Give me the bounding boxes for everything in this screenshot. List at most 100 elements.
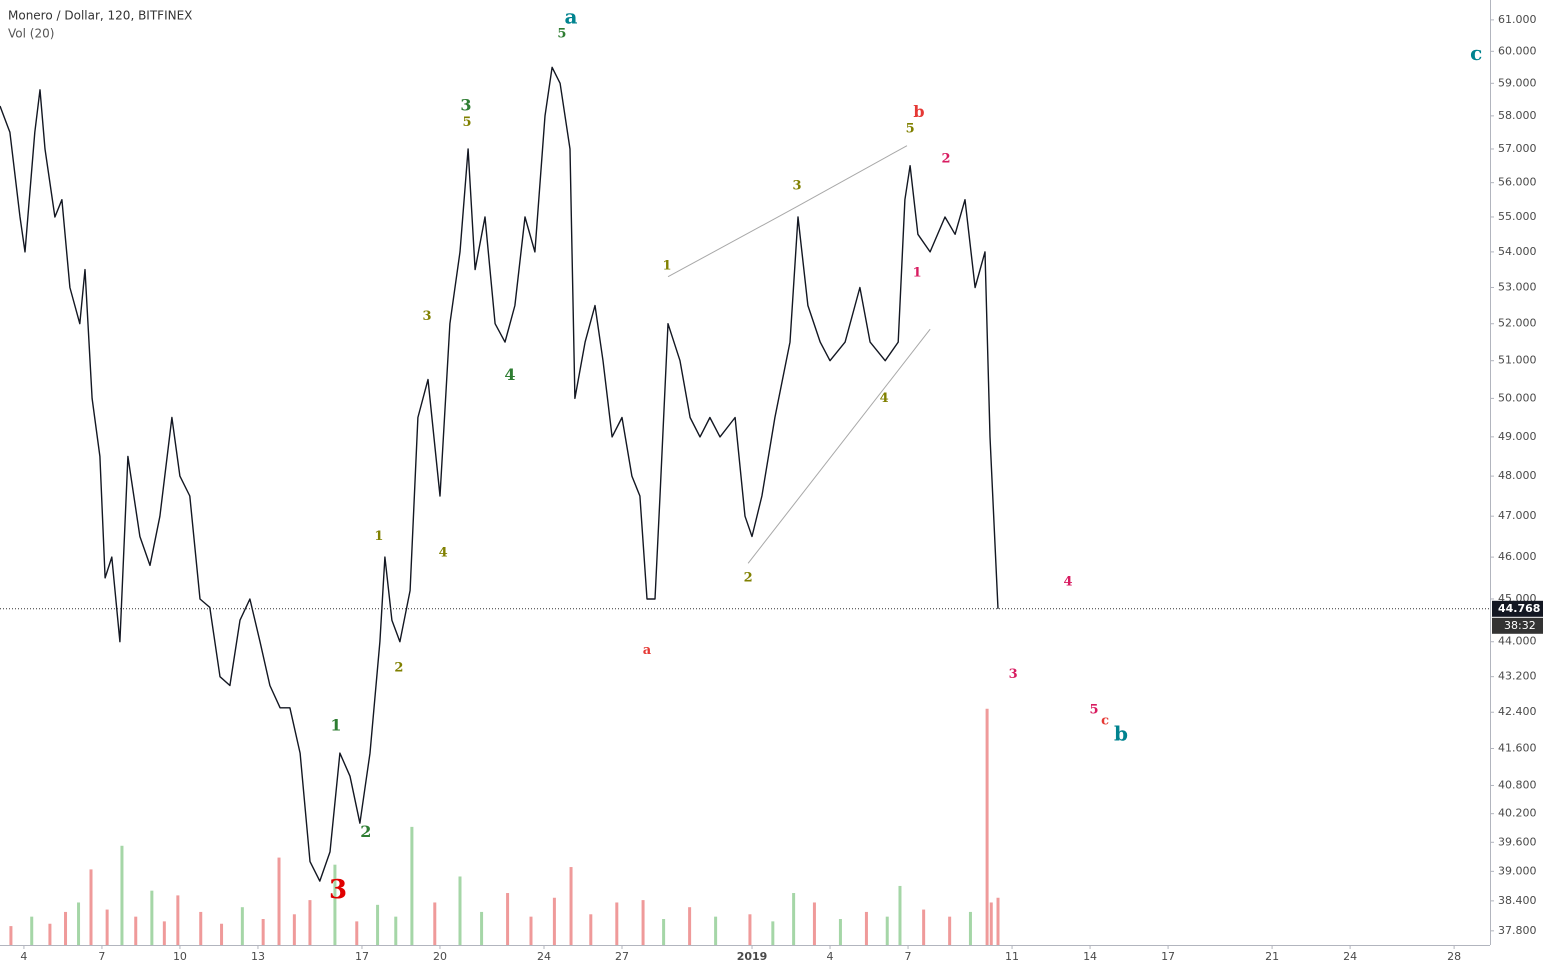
y-tick-label: 39.000	[1498, 864, 1537, 877]
x-tick-label: 24	[537, 950, 551, 963]
x-tick-label: 2019	[737, 950, 768, 963]
volume-bar	[529, 916, 533, 945]
wave-label: b	[913, 102, 924, 121]
volume-bar	[569, 867, 573, 945]
wave-label: c	[1470, 41, 1482, 65]
x-tick-label: 11	[1005, 950, 1019, 963]
x-tick-label: 14	[1083, 950, 1097, 963]
wave-label: 4	[1063, 575, 1072, 590]
wave-label: 3	[329, 875, 347, 905]
price-line	[0, 66, 999, 882]
wave-label: 4	[439, 545, 448, 560]
volume-bar	[480, 911, 484, 945]
y-tick-label: 47.000	[1498, 509, 1537, 522]
volume-bar	[394, 916, 398, 945]
wave-label: 1	[662, 259, 671, 274]
volume-bar	[292, 914, 296, 945]
volume-bar	[199, 911, 203, 945]
y-tick-label: 59.000	[1498, 76, 1537, 89]
wave-label: 4	[880, 391, 889, 406]
volume-bar	[641, 900, 645, 945]
volume-bar	[261, 919, 265, 945]
volume-bar	[277, 857, 281, 945]
y-tick-label: 61.000	[1498, 13, 1537, 26]
y-tick-label: 54.000	[1498, 245, 1537, 258]
wave-label: a	[643, 643, 652, 658]
volume-bar	[48, 923, 52, 945]
volume-bar	[922, 909, 926, 945]
x-tick-label: 17	[1161, 950, 1175, 963]
wave-label: 1	[913, 266, 922, 281]
volume-bar	[838, 919, 842, 945]
wave-label: 1	[330, 715, 341, 734]
volume-bar	[176, 895, 180, 945]
wave-label: 3	[460, 96, 471, 115]
x-tick-label: 4	[827, 950, 834, 963]
countdown-box	[1492, 617, 1543, 634]
wave-label: 2	[941, 152, 950, 167]
wave-label: 2	[744, 570, 753, 585]
wave-label: 5	[1089, 702, 1098, 717]
wave-label: 5	[557, 26, 566, 41]
x-tick-label: 10	[173, 950, 187, 963]
trendline	[747, 328, 931, 564]
y-tick-label: 60.000	[1498, 44, 1537, 57]
x-tick-label: 17	[355, 950, 369, 963]
wave-label: 3	[792, 179, 801, 194]
volume-bar	[162, 921, 166, 945]
y-tick-label: 37.800	[1498, 924, 1537, 937]
volume-bar	[134, 916, 138, 945]
x-tick-label: 4	[20, 950, 27, 963]
volume-bar	[240, 907, 244, 945]
wave-label: 2	[394, 660, 403, 675]
x-tick-label: 7	[98, 950, 105, 963]
volume-bar	[105, 909, 109, 945]
volume-bar	[885, 916, 889, 945]
volume-bar	[410, 826, 414, 945]
volume-bar	[996, 897, 1000, 945]
wave-label: 5	[906, 122, 915, 137]
volume-bar	[771, 921, 775, 945]
volume-bar	[333, 864, 337, 945]
y-tick-label: 48.000	[1498, 469, 1537, 482]
y-tick-label: 44.000	[1498, 635, 1537, 648]
y-tick-label: 57.000	[1498, 142, 1537, 155]
y-tick-label: 56.000	[1498, 176, 1537, 189]
volume-bar	[30, 916, 34, 945]
y-tick-label: 50.000	[1498, 391, 1537, 404]
volume-bar	[714, 916, 718, 945]
y-tick-label: 42.400	[1498, 705, 1537, 718]
x-tick-label: 20	[433, 950, 447, 963]
volume-bar	[688, 907, 692, 945]
volume-bar	[812, 902, 816, 945]
volume-bar	[989, 902, 993, 945]
volume-bar	[120, 845, 124, 945]
x-tick-label: 7	[905, 950, 912, 963]
x-tick-label: 13	[251, 950, 265, 963]
volume-bar	[589, 914, 593, 945]
volume-bar	[433, 902, 437, 945]
volume-bar	[150, 890, 154, 945]
y-tick-label: 38.400	[1498, 894, 1537, 907]
volume-bar	[355, 921, 359, 945]
wave-label: c	[1101, 714, 1109, 729]
trendline	[667, 145, 908, 278]
wave-label: b	[1114, 721, 1128, 745]
chart-title: Monero / Dollar, 120, BITFINEX	[8, 9, 192, 23]
volume-bar	[458, 876, 462, 945]
wave-label: a	[565, 4, 578, 28]
x-tick-label: 21	[1265, 950, 1279, 963]
y-tick-label: 39.600	[1498, 835, 1537, 848]
y-tick-label: 49.000	[1498, 430, 1537, 443]
y-tick-label: 40.200	[1498, 807, 1537, 820]
y-tick-label: 46.000	[1498, 550, 1537, 563]
volume-bar	[792, 893, 796, 945]
volume-bar	[9, 926, 13, 945]
volume-bar	[308, 900, 312, 945]
volume-bar	[64, 911, 68, 945]
wave-label: 5	[462, 115, 471, 130]
wave-label: 1	[374, 529, 383, 544]
